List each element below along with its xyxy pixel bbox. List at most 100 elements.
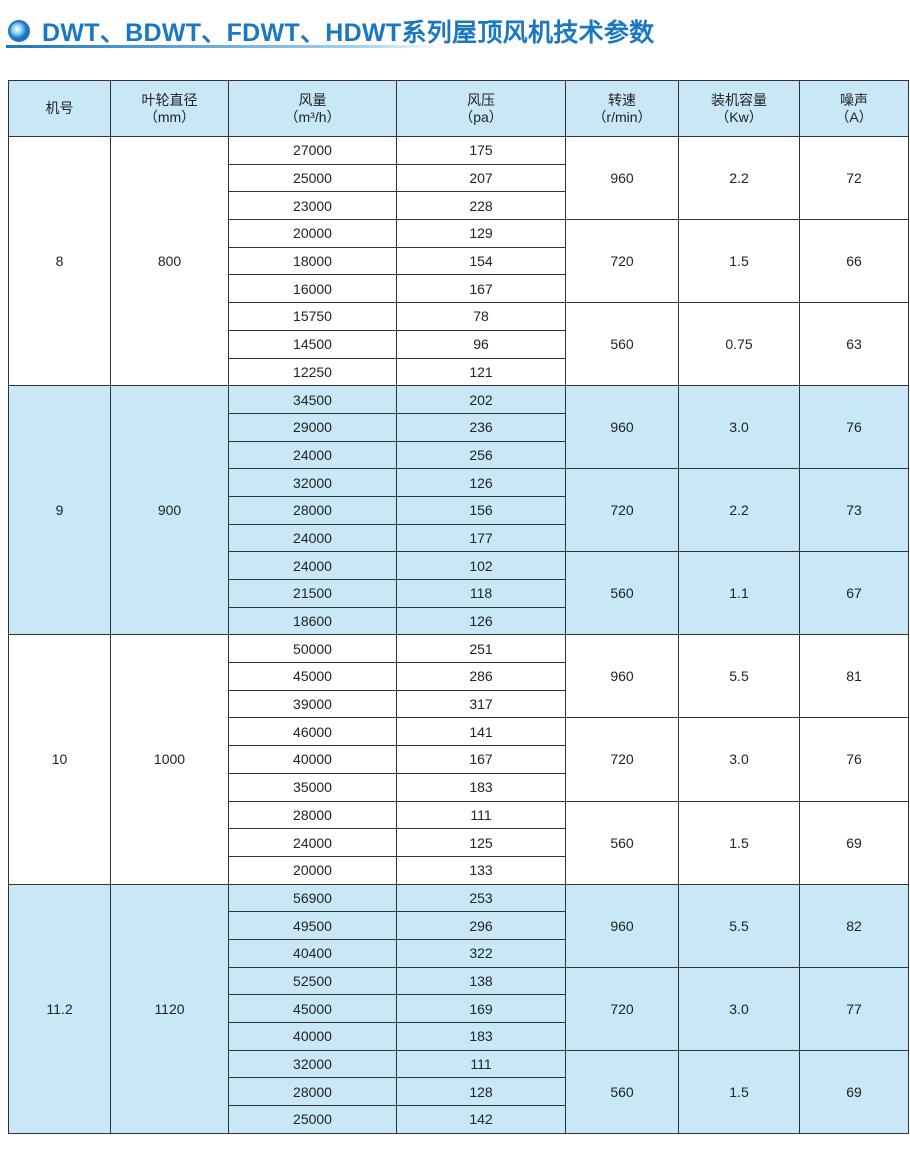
table-row: 16000 167 <box>9 274 909 304</box>
table-row: 40000 183 <box>9 1022 909 1051</box>
noise-cell: 82 <box>799 883 909 968</box>
table-header-row: 机号 叶轮直径 （mm） 风量 （m³/h） 风压 （pa） 转速 （r/min） 装机容量 （Kw… <box>8 80 909 137</box>
pressure-cell: 317 <box>396 689 566 719</box>
pressure-cell: 126 <box>396 468 566 497</box>
column-header-unit: （pa） <box>459 108 503 125</box>
table-row: 18000 154 <box>9 246 909 276</box>
pressure-cell: 142 <box>396 1105 566 1134</box>
title-text: DWT、BDWT、FDWT、HDWT系列屋顶风机技术参数 <box>42 19 655 47</box>
noise-cell: 63 <box>799 302 909 387</box>
table-row: 20000 129 720 1.5 66 <box>9 219 909 304</box>
model-cell: 8 <box>8 135 111 387</box>
airflow-cell: 40000 <box>228 745 397 774</box>
table-row: 8 800 27000 175 960 2.2 72 <box>8 135 909 387</box>
airflow-cell: 20000 <box>228 219 397 248</box>
table-row: 28000 128 <box>9 1077 909 1107</box>
airflow-cell: 52500 <box>228 966 397 996</box>
diameter-cell: 1000 <box>110 634 229 885</box>
airflow-cell: 35000 <box>228 772 397 802</box>
pressure-cell: 133 <box>396 855 566 885</box>
table-row: 45000 169 <box>9 994 909 1023</box>
diameter-cell: 800 <box>110 135 229 387</box>
speed-cell: 560 <box>565 1049 679 1134</box>
column-header: 风量 （m³/h） <box>228 80 397 137</box>
airflow-cell: 21500 <box>228 579 397 608</box>
power-cell: 1.5 <box>678 1049 800 1134</box>
pressure-cell: 78 <box>396 302 566 331</box>
table-row: 10 1000 50000 251 960 5.5 81 <box>8 634 909 885</box>
pressure-cell: 111 <box>396 800 566 830</box>
table-row: 32000 111 560 1.5 69 <box>9 1049 909 1134</box>
column-header-name: 转速 <box>608 91 636 108</box>
airflow-cell: 32000 <box>228 468 397 497</box>
table-row: 9 900 34500 202 960 3.0 76 <box>8 385 909 636</box>
speed-cell: 720 <box>565 717 679 802</box>
bullet-icon <box>8 20 30 42</box>
speed-cell: 560 <box>565 551 679 636</box>
power-cell: 1.5 <box>678 219 800 304</box>
airflow-cell: 18000 <box>228 246 397 276</box>
spec-table: 机号 叶轮直径 （mm） 风量 （m³/h） 风压 （pa） 转速 （r/min） 装机容量 （Kw… <box>8 80 909 1134</box>
pressure-cell: 154 <box>396 246 566 276</box>
airflow-cell: 24000 <box>228 523 397 553</box>
pressure-cell: 202 <box>396 385 566 414</box>
noise-cell: 69 <box>799 1049 909 1134</box>
speed-cell: 560 <box>565 800 679 885</box>
table-row: 21500 118 <box>9 579 909 608</box>
column-header-name: 叶轮直径 <box>141 91 198 108</box>
pressure-cell: 102 <box>396 551 566 580</box>
column-header-unit: （Kw） <box>715 108 763 125</box>
table-row: 32000 126 720 2.2 73 <box>9 468 909 553</box>
airflow-cell: 14500 <box>228 329 397 359</box>
pressure-cell: 177 <box>396 523 566 553</box>
pressure-cell: 183 <box>396 1022 566 1051</box>
power-cell: 2.2 <box>678 135 800 221</box>
model-cell: 9 <box>8 385 111 636</box>
noise-cell: 77 <box>799 966 909 1051</box>
column-header: 装机容量 （Kw） <box>678 80 800 137</box>
airflow-cell: 16000 <box>228 274 397 304</box>
speed-cell: 720 <box>565 468 679 553</box>
pressure-cell: 126 <box>396 606 566 636</box>
airflow-cell: 27000 <box>228 136 397 165</box>
speed-cell: 560 <box>565 302 679 387</box>
table-row: 28000 111 560 1.5 69 <box>9 800 909 885</box>
column-header-name: 风量 <box>298 91 327 108</box>
column-header-name: 装机容量 <box>711 91 767 108</box>
pressure-cell: 141 <box>396 717 566 747</box>
power-cell: 3.0 <box>678 717 800 802</box>
pressure-cell: 156 <box>396 495 566 525</box>
speed-cell: 960 <box>565 135 679 221</box>
airflow-cell: 45000 <box>228 994 397 1023</box>
pressure-cell: 256 <box>396 440 566 470</box>
diameter-cell: 900 <box>110 385 229 636</box>
airflow-cell: 24000 <box>228 828 397 857</box>
airflow-cell: 18600 <box>228 606 397 636</box>
airflow-cell: 15750 <box>228 302 397 331</box>
table-row: 45000 286 <box>9 662 909 691</box>
noise-cell: 76 <box>799 717 909 802</box>
power-cell: 1.5 <box>678 800 800 885</box>
pressure-cell: 228 <box>396 191 566 221</box>
table-row: 20000 133 <box>9 855 909 885</box>
airflow-cell: 46000 <box>228 717 397 747</box>
noise-cell: 72 <box>799 135 909 221</box>
table-row: 29000 236 <box>9 412 909 442</box>
pressure-cell: 121 <box>396 357 566 387</box>
pressure-cell: 125 <box>396 828 566 857</box>
power-cell: 3.0 <box>678 966 800 1051</box>
column-header-unit: （mm） <box>143 108 196 125</box>
table-row: 15750 78 560 0.75 63 <box>9 302 909 387</box>
title-underline <box>6 45 446 48</box>
column-header-name: 风压 <box>467 91 495 108</box>
column-header: 转速 （r/min） <box>565 80 679 137</box>
column-header: 风压 （pa） <box>396 80 566 137</box>
pressure-cell: 167 <box>396 745 566 774</box>
airflow-cell: 25000 <box>228 163 397 193</box>
table-row: 11.2 1120 56900 253 960 5.5 82 <box>8 883 909 1134</box>
pressure-cell: 129 <box>396 219 566 248</box>
speed-cell: 720 <box>565 966 679 1051</box>
model-cell: 11.2 <box>8 883 111 1134</box>
table-row: 24000 256 <box>9 440 909 470</box>
power-cell: 5.5 <box>678 883 800 968</box>
